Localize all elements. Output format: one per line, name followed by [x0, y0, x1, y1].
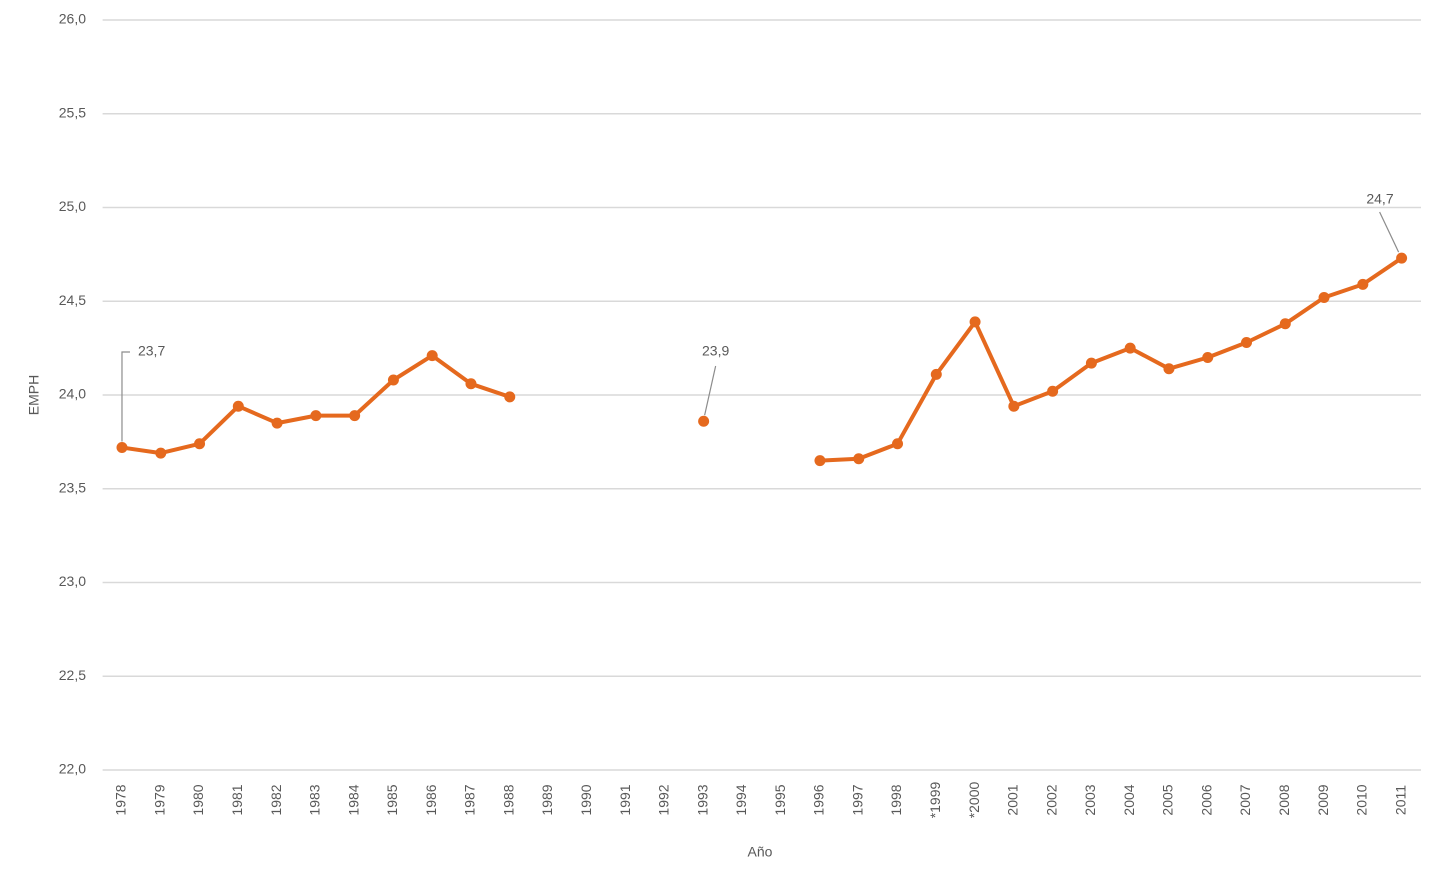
x-tick-label: 1995: [772, 784, 788, 815]
x-tick-label: *1999: [927, 781, 943, 818]
x-tick-label: 1983: [307, 784, 323, 815]
x-tick-label: 2002: [1043, 784, 1059, 815]
data-label: 24,7: [1366, 191, 1393, 207]
label-leader: [704, 365, 717, 416]
data-point: [465, 378, 477, 390]
y-tick-label: 24,0: [59, 386, 86, 402]
data-label: 23,7: [138, 343, 165, 359]
x-tick-label: 2007: [1237, 784, 1253, 815]
y-tick-label: 24,5: [59, 292, 86, 308]
data-point: [1124, 342, 1136, 354]
x-tick-label: 2005: [1160, 784, 1176, 815]
y-tick-label: 25,0: [59, 198, 86, 214]
x-tick-label: 1987: [462, 784, 478, 815]
data-point: [155, 447, 167, 459]
y-tick-label: 22,0: [59, 761, 86, 777]
data-point: [349, 410, 361, 422]
label-leader: [1379, 211, 1400, 253]
x-axis-title: Año: [748, 844, 773, 860]
x-tick-label: 2004: [1121, 784, 1137, 815]
x-tick-label: 1984: [345, 784, 361, 815]
x-tick-label: 1981: [229, 784, 245, 815]
x-tick-label: 2008: [1276, 784, 1292, 815]
x-tick-label: 1998: [888, 784, 904, 815]
x-tick-label: 2010: [1354, 784, 1370, 815]
y-tick-label: 25,5: [59, 104, 86, 120]
label-leader: [121, 351, 130, 442]
y-tick-label: 22,5: [59, 667, 86, 683]
data-point: [969, 316, 981, 328]
data-point: [892, 438, 904, 450]
y-tick-label: 26,0: [59, 11, 86, 27]
x-tick-label: 1980: [190, 784, 206, 815]
y-tick-label: 23,0: [59, 573, 86, 589]
data-point: [116, 442, 128, 453]
data-point: [1047, 385, 1059, 397]
x-tick-label: 2009: [1315, 784, 1331, 815]
x-tick-label: 1990: [578, 784, 594, 815]
data-point: [930, 368, 942, 380]
data-point: [504, 391, 516, 403]
x-tick-label: 1989: [539, 784, 555, 815]
x-tick-label: *2000: [966, 781, 982, 818]
data-point: [1163, 363, 1175, 375]
x-tick-label: 2006: [1198, 784, 1214, 815]
data-label: 23,9: [702, 343, 729, 359]
data-point: [426, 350, 438, 362]
data-point: [1279, 318, 1291, 330]
data-point: [1008, 400, 1020, 412]
x-tick-label: 1991: [617, 784, 633, 815]
data-point: [387, 374, 399, 386]
x-tick-label: 1986: [423, 784, 439, 815]
y-tick-label: 23,5: [59, 479, 86, 495]
x-tick-label: 2001: [1005, 784, 1021, 815]
data-point: [1241, 337, 1253, 348]
x-tick-label: 1997: [849, 784, 865, 815]
x-tick-label: 2011: [1392, 785, 1408, 815]
data-point: [232, 400, 244, 412]
x-tick-label: 1979: [151, 784, 167, 815]
x-tick-label: 1985: [384, 784, 400, 815]
data-point: [698, 415, 710, 427]
x-tick-label: 1996: [811, 784, 827, 815]
data-point: [310, 410, 322, 422]
x-tick-label: 1993: [694, 784, 710, 815]
y-axis-title: EMPH: [26, 375, 42, 415]
data-point: [853, 453, 865, 465]
x-tick-label: 1994: [733, 784, 749, 815]
data-point: [1085, 357, 1097, 369]
x-tick-label: 1988: [500, 784, 516, 815]
x-tick-label: 1978: [113, 784, 129, 815]
x-tick-label: 1982: [268, 784, 284, 815]
data-point: [271, 417, 283, 429]
data-point: [1202, 352, 1214, 363]
data-point: [1396, 252, 1408, 264]
data-point: [1318, 292, 1330, 303]
data-point: [814, 455, 826, 467]
data-point: [1357, 278, 1369, 290]
data-point: [194, 438, 206, 450]
x-tick-label: 2003: [1082, 784, 1098, 815]
x-tick-label: 1992: [656, 784, 672, 815]
